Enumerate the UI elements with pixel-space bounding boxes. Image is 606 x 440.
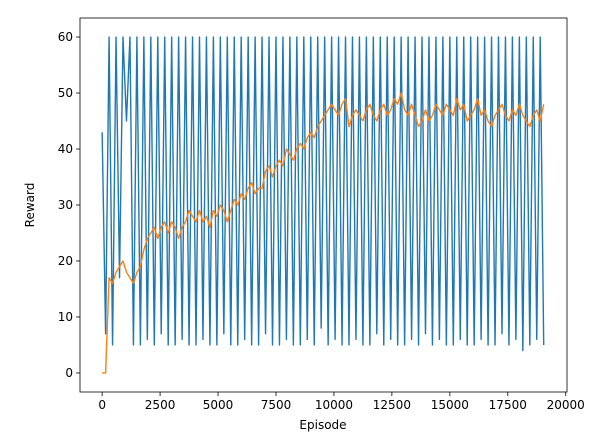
x-tick-label: 10000 [315,398,353,412]
y-tick-label: 20 [58,254,73,268]
x-tick-label: 7500 [261,398,292,412]
series-line [101,36,545,352]
x-tick-label: 20000 [547,398,585,412]
x-tick-label: 2500 [145,398,176,412]
x-tick-label: 5000 [203,398,234,412]
x-tick-label: 12500 [373,398,411,412]
y-tick-label: 30 [58,198,73,212]
series-line [102,92,545,374]
x-tick-label: 17500 [489,398,527,412]
y-axis-label: Reward [23,183,37,228]
y-tick-label: 60 [58,30,73,44]
y-tick-label: 50 [58,86,73,100]
x-axis-label: Episode [299,418,346,432]
plot-area [101,36,545,374]
x-tick-label: 0 [98,398,106,412]
y-tick-label: 40 [58,142,73,156]
y-tick-label: 0 [65,366,73,380]
y-tick-label: 10 [58,310,73,324]
x-tick-label: 15000 [431,398,469,412]
